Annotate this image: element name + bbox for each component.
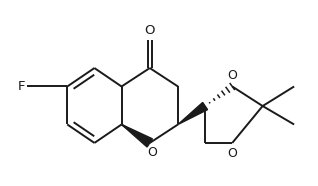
Text: O: O [147,146,157,159]
Text: O: O [227,69,237,82]
Text: O: O [227,147,237,160]
Text: F: F [17,80,25,93]
Text: O: O [144,24,155,37]
Polygon shape [178,102,208,124]
Polygon shape [121,124,152,147]
